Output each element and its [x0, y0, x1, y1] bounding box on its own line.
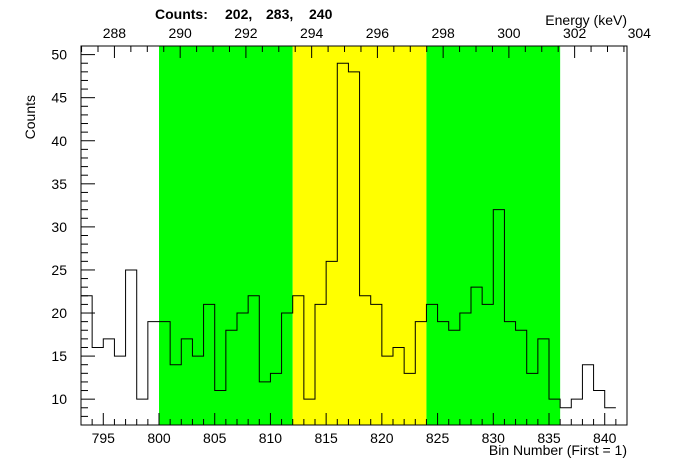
y-tick-label: 15	[51, 348, 67, 364]
x-tick-label: 840	[593, 430, 617, 446]
counts-value-right: 240	[309, 6, 333, 22]
y-tick-label: 40	[51, 133, 67, 149]
histogram-line	[81, 62, 616, 409]
top-tick-label: 298	[431, 25, 455, 41]
x-tick-label: 835	[537, 430, 561, 446]
top-tick-label: 304	[628, 25, 652, 41]
top-tick-label: 300	[497, 25, 521, 41]
y-tick-label: 30	[51, 219, 67, 235]
y-tick-label: 50	[51, 47, 67, 63]
axes: 795 800 805 810 815 820 825 830 835 840 10 15 20 25 30…	[51, 25, 651, 446]
counts-label: Counts:	[155, 6, 208, 22]
top-tick-label: 292	[234, 25, 258, 41]
top-tick-label: 302	[563, 25, 587, 41]
top-tick-label: 288	[103, 25, 127, 41]
x-tick-label: 810	[259, 430, 283, 446]
x-tick-label: 795	[92, 430, 116, 446]
x-tick-label: 805	[203, 430, 227, 446]
y-tick-label: 25	[51, 262, 67, 278]
y-tick-label: 45	[51, 90, 67, 106]
x-tick-label: 820	[370, 430, 394, 446]
x-axis-title: Bin Number (First = 1)	[489, 442, 627, 458]
top-axis-title: Energy (keV)	[545, 12, 627, 28]
y-axis-title: Counts	[22, 95, 38, 139]
x-tick-label: 800	[147, 430, 171, 446]
y-tick-label: 35	[51, 176, 67, 192]
x-tick-label: 815	[314, 430, 338, 446]
counts-value-left: 202,	[225, 6, 252, 22]
counts-value-peak: 283,	[266, 6, 293, 22]
top-tick-label: 294	[300, 25, 324, 41]
top-tick-label: 290	[168, 25, 192, 41]
x-tick-label: 825	[426, 430, 450, 446]
top-tick-label: 296	[366, 25, 390, 41]
y-tick-label: 20	[51, 305, 67, 321]
x-tick-label: 830	[482, 430, 506, 446]
y-tick-label: 10	[51, 391, 67, 407]
